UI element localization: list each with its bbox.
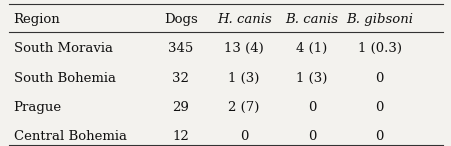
Text: 345: 345 bbox=[168, 42, 193, 55]
Text: B. canis: B. canis bbox=[285, 13, 338, 26]
Text: 29: 29 bbox=[172, 101, 189, 114]
Text: 2 (7): 2 (7) bbox=[228, 101, 259, 114]
Text: 4 (1): 4 (1) bbox=[295, 42, 327, 55]
Text: 1 (3): 1 (3) bbox=[295, 72, 327, 85]
Text: 1 (0.3): 1 (0.3) bbox=[357, 42, 401, 55]
Text: B. gibsoni: B. gibsoni bbox=[345, 13, 412, 26]
Text: H. canis: H. canis bbox=[216, 13, 271, 26]
Text: 13 (4): 13 (4) bbox=[224, 42, 263, 55]
Text: Dogs: Dogs bbox=[164, 13, 197, 26]
Text: South Bohemia: South Bohemia bbox=[14, 72, 115, 85]
Text: 32: 32 bbox=[172, 72, 189, 85]
Text: South Moravia: South Moravia bbox=[14, 42, 112, 55]
Text: 1 (3): 1 (3) bbox=[228, 72, 259, 85]
Text: Prague: Prague bbox=[14, 101, 61, 114]
Text: 0: 0 bbox=[375, 101, 383, 114]
Text: 0: 0 bbox=[375, 72, 383, 85]
Text: Central Bohemia: Central Bohemia bbox=[14, 130, 126, 143]
Text: 0: 0 bbox=[307, 101, 315, 114]
Text: 0: 0 bbox=[375, 130, 383, 143]
Text: Region: Region bbox=[14, 13, 60, 26]
Text: 0: 0 bbox=[239, 130, 248, 143]
Text: 0: 0 bbox=[307, 130, 315, 143]
Text: 12: 12 bbox=[172, 130, 189, 143]
